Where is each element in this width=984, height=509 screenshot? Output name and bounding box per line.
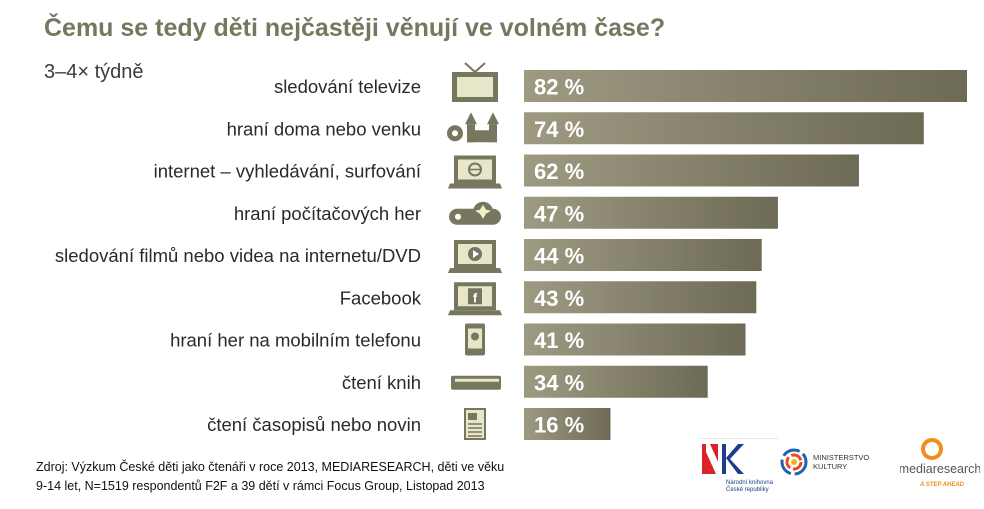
bar-row: Facebook f 43 % (340, 281, 757, 316)
bar (524, 239, 762, 271)
book-icon (451, 375, 501, 390)
source-note: Zdroj: Výzkum České děti jako čtenáři v … (36, 458, 576, 496)
value-label: 16 % (534, 413, 584, 438)
category-label: Facebook (340, 287, 422, 308)
bar-row: sledování filmů nebo videa na internetu/… (55, 239, 762, 273)
source-line-2: 9-14 let, N=1519 respondentů F2F a 39 dě… (36, 479, 485, 493)
video-player-icon (448, 240, 502, 273)
bar-row: hraní počítačových her 47 % (234, 196, 778, 229)
bar-row: hraní doma nebo venku 74 % (227, 112, 924, 145)
category-label: internet – vyhledávání, surfování (154, 161, 422, 182)
mediaresearch-logo: mediaresearch A STEP AHEAD (900, 438, 980, 488)
chart-title: Čemu se tedy děti nejčastěji věnují ve v… (44, 14, 666, 42)
tv-icon (452, 62, 498, 102)
newspaper-icon (464, 408, 486, 440)
value-label: 47 % (534, 201, 584, 226)
bar (524, 196, 778, 229)
mediaresearch-name: mediaresearch (900, 462, 980, 476)
category-label: sledování televize (274, 76, 421, 97)
source-line-1: Zdroj: Výzkum České děti jako čtenáři v … (36, 460, 505, 474)
gamepad-icon (449, 201, 501, 225)
nk-caption-1: Národní knihovna (726, 480, 774, 486)
value-label: 34 % (534, 370, 584, 395)
mobile-phone-icon (465, 323, 485, 356)
ministry-line-2: KULTURY (813, 462, 847, 471)
bar-row: sledování televize 82 % (274, 62, 967, 102)
bar-row: čtení knih 34 % (342, 365, 708, 398)
bar (524, 365, 708, 398)
bar (524, 112, 924, 145)
value-label: 41 % (534, 328, 584, 353)
nk-caption-2: České republiky (726, 486, 769, 493)
laptop-icon (448, 155, 502, 189)
nk-logo: Národní knihovna České republiky (700, 438, 778, 493)
bar (524, 323, 746, 356)
category-label: hraní počítačových her (234, 203, 421, 224)
mediaresearch-tagline: A STEP AHEAD (919, 482, 965, 488)
value-label: 82 % (534, 75, 584, 100)
bar (524, 154, 859, 187)
category-label: hraní her na mobilním telefonu (170, 330, 421, 351)
bar (524, 408, 611, 440)
bar-row: hraní her na mobilním telefonu 41 % (170, 323, 746, 356)
value-label: 74 % (534, 117, 584, 142)
facebook-icon: f (448, 282, 502, 316)
bar-row: čtení časopisů nebo novin 16 % (207, 408, 611, 440)
ministry-line-1: MINISTERSTVO (813, 453, 869, 462)
category-label: hraní doma nebo venku (227, 118, 421, 139)
playground-icon (447, 112, 499, 143)
value-label: 62 % (534, 159, 584, 184)
chart-subtitle: 3–4× týdně (44, 61, 144, 83)
bar-chart: sledování televize 82 % hraní doma nebo ve… (55, 62, 967, 440)
value-label: 44 % (534, 244, 584, 269)
category-label: čtení časopisů nebo novin (207, 414, 421, 435)
value-label: 43 % (534, 286, 584, 311)
bar-row: internet – vyhledávání, surfování 62 % (154, 154, 859, 189)
category-label: sledování filmů nebo videa na internetu/… (55, 245, 421, 266)
category-label: čtení knih (342, 372, 421, 393)
svg-text:f: f (473, 290, 478, 305)
bar (524, 70, 967, 102)
bar (524, 281, 757, 314)
ministry-of-culture-logo: MINISTERSTVO KULTURY (780, 448, 869, 476)
